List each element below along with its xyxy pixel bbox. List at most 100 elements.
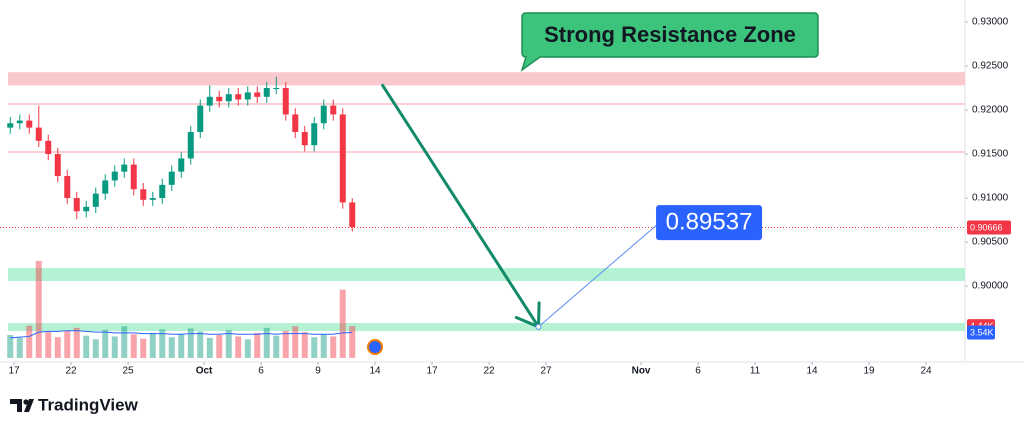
logo-dot xyxy=(23,399,29,405)
logo: TradingView xyxy=(10,395,139,414)
logo-mark xyxy=(10,399,34,412)
callout-box xyxy=(520,12,819,72)
volume-bar xyxy=(64,330,71,358)
volume-bar xyxy=(83,335,90,358)
y-tick-label: 0.91000 xyxy=(972,193,1009,204)
volume-bar xyxy=(216,335,223,358)
forecast-arrow xyxy=(381,83,540,329)
y-tick-label: 0.93000 xyxy=(972,17,1009,28)
volume-bar xyxy=(254,332,261,358)
candle-body xyxy=(83,206,90,212)
x-tick-label: 19 xyxy=(863,366,875,377)
volume-bar xyxy=(206,337,213,358)
volume-bar xyxy=(292,326,299,358)
volume-bar xyxy=(54,337,61,358)
candle-body xyxy=(206,96,213,106)
candle-body xyxy=(54,154,61,177)
volume-bar xyxy=(35,260,42,358)
volume-bar xyxy=(149,332,156,358)
candle-body xyxy=(311,123,318,146)
candle-body xyxy=(244,92,251,100)
candle-body xyxy=(168,171,175,185)
volume-bar xyxy=(45,332,52,358)
candle-body xyxy=(349,202,356,228)
x-tick-label: 24 xyxy=(920,366,932,377)
price-zone xyxy=(8,72,965,86)
volume-bar xyxy=(225,329,232,358)
candle-body xyxy=(111,171,118,181)
volume-bar xyxy=(7,335,14,358)
candle-body xyxy=(320,105,327,124)
candle-body xyxy=(339,114,346,203)
x-tick-label: 6 xyxy=(695,366,701,377)
target-point xyxy=(535,323,542,330)
volume-bar xyxy=(168,337,175,358)
volume-bar xyxy=(301,332,308,358)
candle-body xyxy=(282,88,289,115)
target-label-box xyxy=(656,205,763,241)
volume-bar xyxy=(92,339,99,358)
candle-body xyxy=(73,198,80,212)
price-zone xyxy=(8,268,965,282)
candle-body xyxy=(121,164,128,172)
target-line xyxy=(538,221,661,328)
y-tick-label: 0.92000 xyxy=(972,105,1009,116)
target-label: 0.89537 xyxy=(666,208,753,235)
volume-bar xyxy=(197,331,204,358)
volume-bar xyxy=(320,334,327,358)
y-tick-label: 0.91500 xyxy=(972,149,1009,160)
x-tick-label: 6 xyxy=(258,366,264,377)
candle-body xyxy=(292,114,299,133)
volume-bar xyxy=(330,336,337,358)
candle-body xyxy=(330,105,337,115)
volume-bar xyxy=(235,336,242,358)
candle-body xyxy=(92,193,99,207)
x-tick-label: 22 xyxy=(65,366,77,377)
candle-body xyxy=(273,88,280,90)
candle-body xyxy=(197,105,204,133)
x-tick-label: 17 xyxy=(426,366,438,377)
last-price-label: 0.90666 xyxy=(970,222,1003,232)
candle-body xyxy=(149,198,156,200)
x-tick-label: Nov xyxy=(632,366,651,377)
candle-body xyxy=(263,88,270,97)
x-tick-label: 22 xyxy=(483,366,495,377)
candle-body xyxy=(216,96,223,102)
volume-bar xyxy=(263,327,270,358)
candle-body xyxy=(102,180,109,194)
y-tick-label: 0.90500 xyxy=(972,237,1009,248)
volume-bar xyxy=(16,337,23,358)
volume-bar xyxy=(349,326,356,358)
candle-body xyxy=(301,132,308,146)
last-price-box xyxy=(967,220,1011,235)
y-tick-label: 0.90000 xyxy=(972,281,1009,292)
candle-body xyxy=(225,94,232,102)
x-tick-label: 25 xyxy=(122,366,134,377)
x-tick-label: Oct xyxy=(196,366,213,377)
x-tick-label: 27 xyxy=(540,366,552,377)
candle-body xyxy=(235,94,242,100)
volume-bar xyxy=(102,329,109,358)
candle-body xyxy=(45,140,52,155)
volume-bar xyxy=(111,336,118,358)
candle-body xyxy=(178,158,185,172)
candle-body xyxy=(159,184,166,199)
event-icon[interactable] xyxy=(367,339,383,355)
candle-body xyxy=(35,127,42,141)
x-tick-label: 14 xyxy=(369,366,381,377)
x-tick-label: 17 xyxy=(8,366,20,377)
candle-body xyxy=(187,132,194,159)
y-tick-label: 0.92500 xyxy=(972,61,1009,72)
candle-body xyxy=(7,123,14,128)
candle-body xyxy=(64,176,71,199)
volume-bar xyxy=(130,334,137,358)
volume-bar xyxy=(159,329,166,358)
volume-ma-box xyxy=(967,325,995,340)
volume-bar xyxy=(26,325,33,358)
volume-bar xyxy=(339,289,346,358)
volume-bar xyxy=(178,333,185,358)
volume-ma-label: 3.54K xyxy=(970,327,994,337)
brand: TradingView xyxy=(38,395,139,414)
x-tick-label: 9 xyxy=(315,366,321,377)
